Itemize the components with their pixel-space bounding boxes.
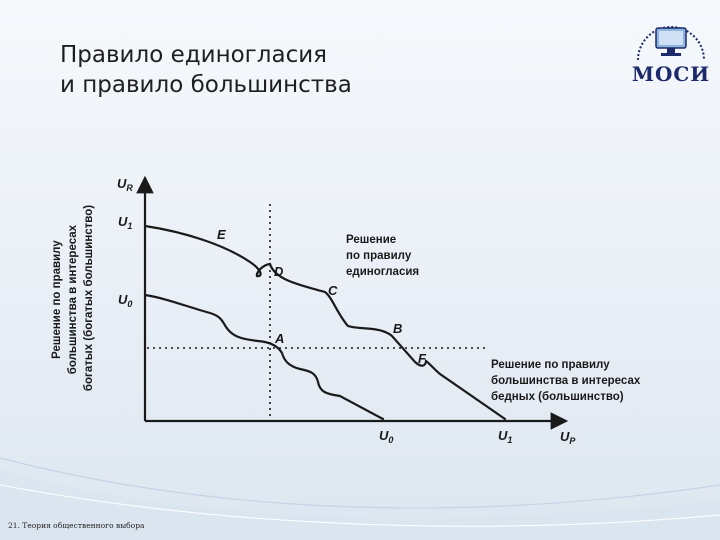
point-label-a: A (274, 331, 284, 346)
monitor-globe-emblem-icon (637, 26, 705, 61)
y-axis-title: UR (117, 176, 133, 193)
point-label-d: D (274, 264, 284, 279)
point-label-b: B (393, 321, 402, 336)
majority-poor-annotation: Решение по правилу большинства в интерес… (491, 359, 643, 403)
x-axis-subscript: P (569, 436, 576, 446)
majority-rich-annotation: Решение по правилу большинства в интерес… (51, 205, 95, 391)
upper-curve-u1 (143, 224, 507, 421)
y-axis-subscript: R (126, 183, 133, 193)
decorative-swoosh (0, 457, 720, 540)
tick-u1-y: U1 (118, 214, 132, 231)
point-label-e: E (217, 227, 226, 242)
title-line-2: и правило большинства (60, 72, 352, 98)
logo-text: МОСИ (631, 62, 711, 86)
x-axis-title: UP (560, 429, 576, 446)
tick-u0-y: U0 (118, 292, 132, 309)
point-label-f: F (418, 351, 427, 366)
tick-u1-x: U1 (498, 428, 512, 445)
lower-curve-u0 (143, 293, 385, 421)
point-label-c: C (328, 283, 338, 298)
slide-footer: 21. Теория общественного выбора (8, 521, 145, 530)
tick-u0-x: U0 (379, 428, 393, 445)
logo: МОСИ (626, 12, 716, 92)
slide-title: Правило единогласия и правило большинств… (60, 40, 480, 100)
title-line-1: Правило единогласия (60, 42, 327, 68)
unanimity-annotation: Решение по правилу единогласия (346, 234, 419, 278)
